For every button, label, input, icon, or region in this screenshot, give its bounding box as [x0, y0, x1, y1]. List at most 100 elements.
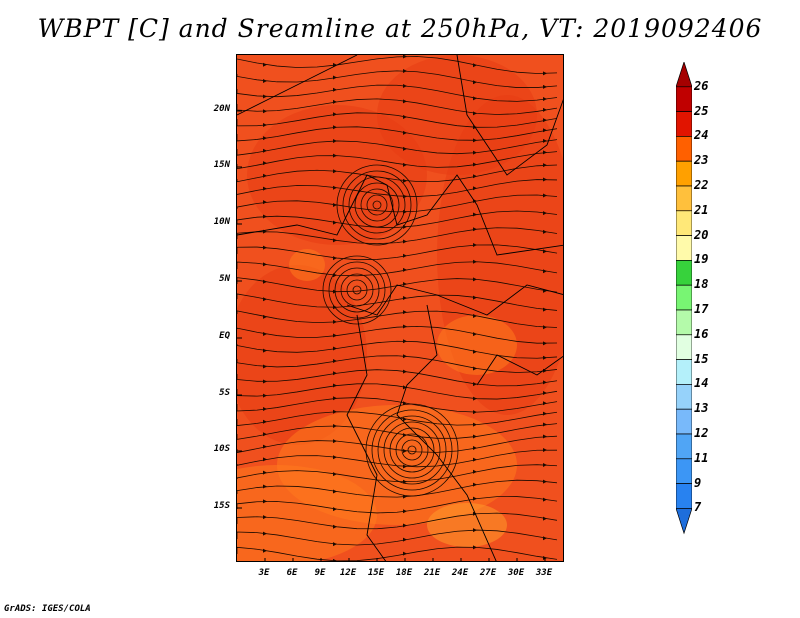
streamline-arrow — [403, 69, 407, 74]
lon-label: 6E — [286, 568, 298, 578]
colorbar-level-label: 22 — [694, 178, 709, 192]
streamline-arrow — [333, 383, 337, 388]
streamline-arrow — [403, 239, 407, 244]
lat-label: 5S — [219, 388, 230, 398]
vortex-ring — [336, 164, 418, 246]
streamline-arrow — [473, 227, 477, 232]
streamline-arrow — [543, 325, 547, 330]
lon-label: 9E — [314, 568, 326, 578]
streamline-arrow — [543, 434, 547, 439]
streamline — [237, 369, 558, 387]
streamline — [237, 227, 558, 245]
wbpt-patch — [437, 315, 517, 375]
streamline — [237, 512, 558, 530]
streamline-arrow — [263, 419, 267, 424]
streamline-arrow — [473, 111, 477, 116]
streamline-arrow — [403, 537, 407, 542]
streamline-arrow — [473, 496, 477, 501]
grads-credit: GrADS: IGES/COLA — [4, 604, 91, 614]
country-border — [396, 304, 497, 561]
streamline-arrow — [543, 229, 547, 234]
streamline-arrow — [333, 346, 337, 351]
streamline-arrow — [403, 84, 407, 89]
streamline-arrow — [403, 464, 407, 469]
streamline-arrow — [543, 391, 547, 396]
colorbar-swatch — [675, 458, 693, 484]
streamline-arrow — [263, 432, 267, 437]
vortex-ring — [328, 261, 386, 319]
wbpt-patch — [377, 55, 537, 175]
streamline — [237, 423, 558, 440]
streamline-arrow — [263, 161, 267, 166]
colorbar-swatch — [675, 284, 693, 311]
streamline-arrow — [263, 245, 267, 250]
streamline-arrow — [543, 401, 547, 406]
streamline — [237, 98, 558, 115]
lon-label: 18E — [395, 568, 413, 578]
lon-label: 30E — [507, 568, 525, 578]
streamline-arrow — [403, 448, 407, 453]
streamline-arrow — [473, 545, 477, 550]
colorbar-level-label: 13 — [694, 401, 709, 416]
streamline-arrow — [543, 128, 547, 133]
streamline-arrow — [263, 136, 267, 141]
wbpt-patch — [427, 503, 507, 547]
colorbar-swatches — [675, 60, 693, 535]
streamline-arrow — [543, 341, 547, 346]
streamline-arrow — [263, 79, 267, 84]
streamline — [237, 529, 558, 546]
streamline-arrow — [263, 94, 267, 99]
streamline-arrow — [403, 281, 407, 286]
streamline-arrow — [473, 212, 477, 217]
colorbar-level-label: 16 — [694, 326, 709, 341]
colorbar-bottom-triangle — [675, 508, 693, 535]
streamline — [237, 112, 558, 128]
lat-label: 20N — [213, 104, 230, 114]
streamline-arrow — [333, 371, 337, 376]
streamline-arrow — [403, 55, 407, 59]
vortex-ring — [395, 433, 429, 467]
lon-label: 24E — [451, 568, 469, 578]
colorbar-swatch — [675, 334, 693, 360]
streamline-arrow — [263, 109, 267, 114]
streamline-arrow — [543, 422, 547, 427]
streamline-arrow — [333, 439, 337, 444]
colorbar-level-label: 18 — [694, 277, 709, 292]
streamline — [237, 179, 558, 197]
streamline — [237, 546, 558, 561]
colorbar-swatch — [675, 185, 693, 212]
streamline-arrow — [333, 472, 337, 477]
streamline-arrow — [543, 249, 547, 254]
colorbar-level-label: 20 — [694, 227, 709, 242]
streamline-arrow — [263, 531, 267, 536]
streamline-arrow — [473, 277, 477, 282]
colorbar-swatch — [675, 433, 693, 460]
vortex-ring — [371, 409, 453, 491]
streamline-arrow — [333, 202, 337, 207]
streamline-arrow — [333, 396, 337, 401]
streamline-arrow — [543, 269, 547, 274]
streamline — [237, 340, 558, 359]
streamline-arrow — [333, 455, 337, 460]
streamline-arrow — [263, 123, 267, 128]
streamline-arrow — [333, 112, 337, 117]
streamline-arrow — [543, 177, 547, 182]
streamline-arrow — [403, 417, 407, 422]
streamline-arrow — [473, 138, 477, 143]
streamline — [237, 126, 558, 142]
streamline-arrow — [543, 118, 547, 123]
streamline-arrow — [543, 150, 547, 155]
vortex-ring — [334, 267, 380, 313]
colorbar-level-label: 21 — [694, 202, 709, 217]
streamline-arrow — [473, 469, 477, 474]
streamline-arrow — [333, 489, 337, 494]
streamline-arrow — [543, 138, 547, 143]
lat-label: 10N — [213, 217, 230, 227]
streamline-arrow — [403, 295, 407, 300]
streamline-arrow — [333, 87, 337, 92]
streamline-arrow — [473, 434, 477, 439]
streamline — [237, 496, 558, 514]
streamline-arrow — [473, 313, 477, 318]
lon-label: 27E — [479, 568, 497, 578]
streamline-arrow — [543, 516, 547, 521]
